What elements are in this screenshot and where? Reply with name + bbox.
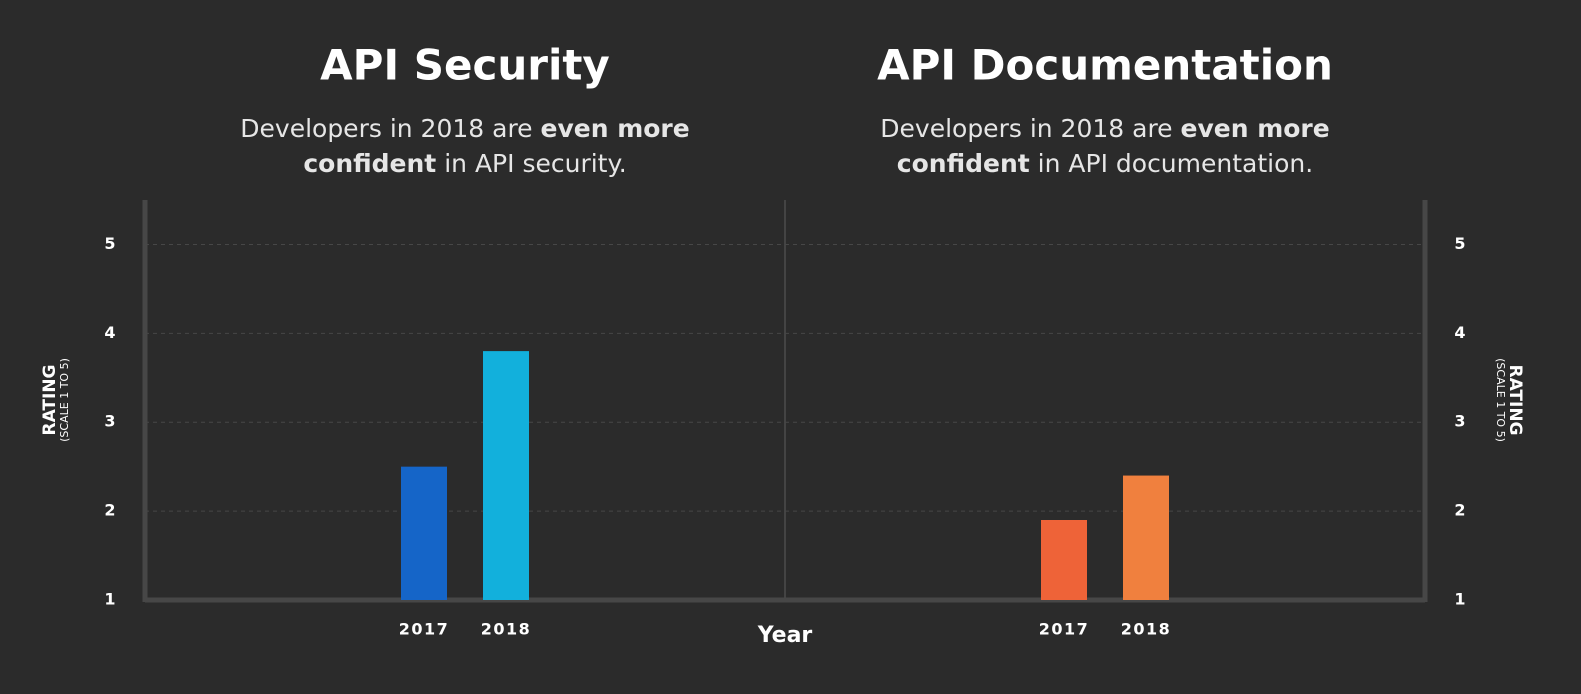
y-tick-label: 3: [104, 412, 115, 431]
subtitle-part: even more: [541, 114, 690, 143]
x-tick-label: 2018: [481, 620, 532, 639]
y-axis-subtitle: (SCALE 1 TO 5): [58, 358, 71, 442]
x-tick-label: 2018: [1121, 620, 1172, 639]
x-tick-label: 2017: [399, 620, 450, 639]
chart-title: API Documentation: [877, 41, 1333, 90]
bar: [1041, 520, 1087, 600]
subtitle: confident in API documentation.: [897, 149, 1313, 178]
subtitle-part: Developers in 2018 are: [880, 114, 1180, 143]
subtitle-part: in API documentation.: [1030, 149, 1313, 178]
y-tick-label: 5: [1454, 234, 1465, 253]
subtitle-part: Developers in 2018 are: [240, 114, 540, 143]
y-tick-label: 5: [104, 234, 115, 253]
y-tick-label: 4: [1454, 323, 1465, 342]
subtitle-part: confident: [303, 149, 436, 178]
subtitle-part: in API security.: [436, 149, 626, 178]
y-tick-label: 2: [1454, 501, 1465, 520]
y-tick-label: 2: [104, 501, 115, 520]
y-axis-subtitle: (SCALE 1 TO 5): [1494, 358, 1507, 442]
y-axis-title: RATING: [1505, 364, 1525, 435]
subtitle-part: even more: [1181, 114, 1330, 143]
y-axis-title: RATING: [40, 364, 60, 435]
y-tick-label: 4: [104, 323, 115, 342]
subtitle: confident in API security.: [303, 149, 626, 178]
y-tick-label: 1: [1454, 590, 1465, 609]
subtitle: Developers in 2018 are even more: [880, 114, 1329, 143]
subtitle-part: confident: [897, 149, 1030, 178]
chart-title: API Security: [320, 41, 610, 90]
y-tick-label: 1: [104, 590, 115, 609]
y-tick-label: 3: [1454, 412, 1465, 431]
subtitle: Developers in 2018 are even more: [240, 114, 689, 143]
x-axis-title: Year: [757, 623, 813, 648]
bar: [401, 466, 447, 600]
bar: [1123, 475, 1169, 600]
x-tick-label: 2017: [1039, 620, 1090, 639]
bar: [483, 351, 529, 600]
